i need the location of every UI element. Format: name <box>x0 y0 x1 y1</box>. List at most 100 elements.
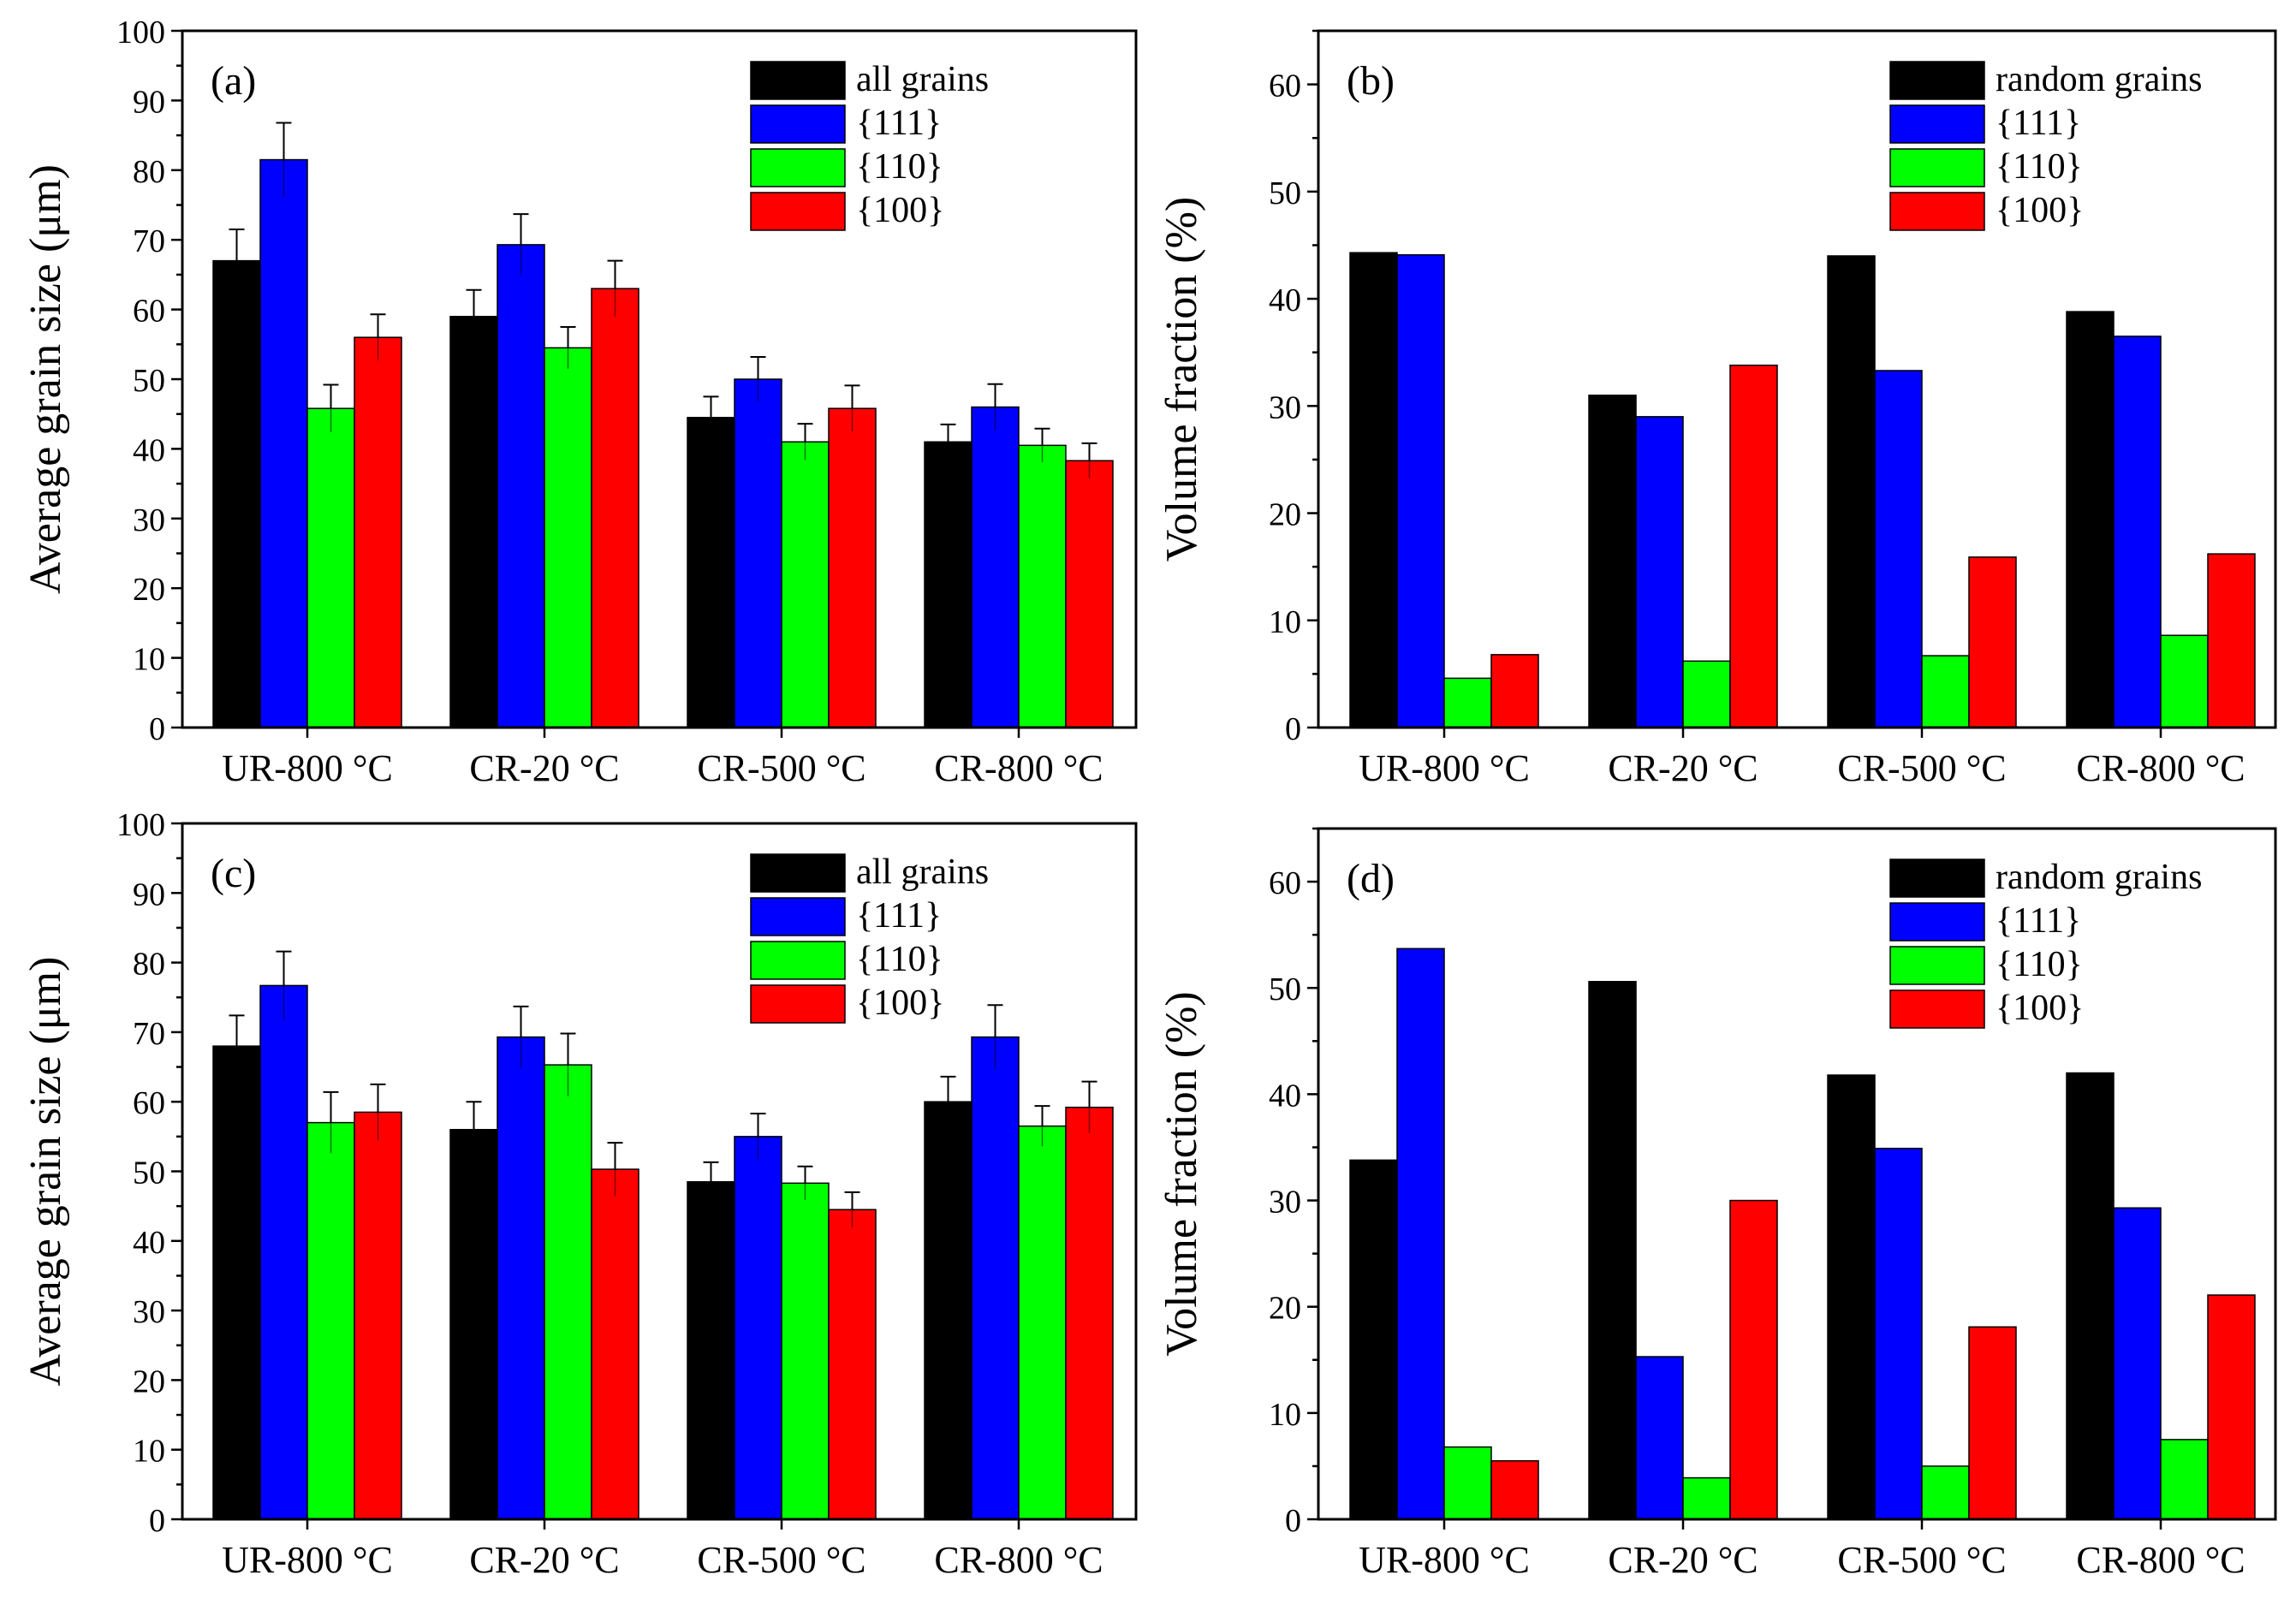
bar-b-0-3 <box>1490 654 1539 728</box>
bar-a-2-2 <box>781 441 830 728</box>
y-tick-label-c-100: 100 <box>116 807 165 843</box>
y-axis-label-a: Average grain size (μm) <box>21 164 70 594</box>
bar-d-0-2 <box>1443 1446 1492 1520</box>
bar-d-0-0 <box>1349 1159 1398 1520</box>
bar-c-1-1 <box>497 1036 545 1520</box>
bar-a-3-1 <box>971 406 1020 728</box>
bar-d-1-2 <box>1682 1476 1731 1520</box>
bar-a-2-0 <box>687 417 735 728</box>
bar-c-3-1 <box>971 1036 1020 1520</box>
bar-b-2-0 <box>1827 255 1876 728</box>
y-tick-label-a-80: 80 <box>133 154 165 190</box>
bar-a-1-2 <box>544 347 592 728</box>
legend-label-b-2: {110} <box>1996 147 2083 187</box>
bar-c-3-0 <box>924 1101 973 1520</box>
legend-label-d-0: random grains <box>1996 858 2202 897</box>
legend-swatch-c-2 <box>750 941 846 980</box>
x-tick-label-b-1: CR-20 °C <box>1608 747 1758 789</box>
bar-b-1-1 <box>1635 416 1684 728</box>
y-tick-label-a-0: 0 <box>149 711 165 747</box>
legend-label-a-2: {110} <box>856 147 943 187</box>
bar-b-1-3 <box>1729 364 1778 728</box>
plot-frame-d <box>1317 827 2277 1521</box>
legend-label-c-2: {110} <box>856 940 943 979</box>
x-tick-label-d-2: CR-500 °C <box>1837 1539 2006 1581</box>
x-tick-label-c-3: CR-800 °C <box>934 1539 1103 1581</box>
legend-label-a-3: {100} <box>856 191 944 230</box>
bar-d-1-0 <box>1588 981 1637 1520</box>
bar-a-2-1 <box>734 378 782 728</box>
bar-b-0-1 <box>1396 253 1445 728</box>
y-tick-label-c-60: 60 <box>133 1085 165 1121</box>
x-tick-label-c-0: UR-800 °C <box>222 1539 393 1581</box>
y-tick-label-d-30: 30 <box>1269 1185 1301 1221</box>
bar-d-1-1 <box>1635 1356 1684 1520</box>
bar-c-3-3 <box>1065 1106 1114 1520</box>
bar-d-2-3 <box>1968 1326 2017 1520</box>
y-tick-label-c-10: 10 <box>133 1434 165 1470</box>
bar-a-3-2 <box>1018 444 1067 728</box>
chart-panel-b: UR-800 °C CR-20 °C CR-500 °C CR-800 °C 0 10 20… <box>1157 29 2277 789</box>
panel-label-d: (d) <box>1347 856 1395 901</box>
legend-swatch-d-0 <box>1889 858 1985 898</box>
y-tick-label-c-0: 0 <box>149 1503 165 1539</box>
bar-a-1-1 <box>497 244 545 728</box>
bar-c-2-1 <box>734 1136 782 1520</box>
legend-label-d-2: {110} <box>1996 945 2083 984</box>
legend-swatch-b-3 <box>1889 192 1985 231</box>
y-tick-label-a-30: 30 <box>133 502 165 538</box>
y-tick-label-d-0: 0 <box>1285 1503 1301 1539</box>
bar-d-2-1 <box>1874 1147 1923 1520</box>
x-tick-label-a-0: UR-800 °C <box>222 747 393 789</box>
plot-frame-b <box>1317 29 2277 729</box>
y-tick-label-c-80: 80 <box>133 947 165 983</box>
bar-d-1-3 <box>1729 1199 1778 1520</box>
bar-b-0-2 <box>1443 677 1492 728</box>
y-tick-label-d-50: 50 <box>1269 971 1301 1007</box>
y-tick-label-b-20: 20 <box>1269 497 1301 533</box>
legend-label-d-1: {111} <box>1996 901 2081 941</box>
y-tick-label-d-10: 10 <box>1269 1397 1301 1433</box>
bar-a-1-3 <box>591 288 639 728</box>
bar-d-3-0 <box>2066 1072 2115 1520</box>
legend-label-d-3: {100} <box>1996 989 2084 1028</box>
y-tick-label-c-20: 20 <box>133 1363 165 1399</box>
bar-a-3-3 <box>1065 460 1114 728</box>
y-tick-label-d-60: 60 <box>1269 865 1301 901</box>
legend-label-b-3: {100} <box>1996 191 2084 230</box>
y-tick-label-a-90: 90 <box>133 84 165 120</box>
legend-label-a-1: {111} <box>856 104 942 143</box>
y-tick-label-a-60: 60 <box>133 294 165 330</box>
legend-swatch-b-1 <box>1889 104 1985 144</box>
chart-panel-c: UR-800 °C CR-20 °C CR-500 °C CR-800 °C 0 10 20… <box>21 807 1138 1581</box>
legend-swatch-b-2 <box>1889 148 1985 187</box>
bar-c-2-2 <box>781 1182 830 1520</box>
y-tick-label-b-0: 0 <box>1285 711 1301 747</box>
x-tick-label-a-1: CR-20 °C <box>469 747 619 789</box>
panel-label-b: (b) <box>1347 58 1395 104</box>
legend-swatch-a-2 <box>750 148 846 187</box>
y-tick-label-a-20: 20 <box>133 572 165 608</box>
y-tick-label-a-10: 10 <box>133 642 165 678</box>
legend-swatch-d-3 <box>1889 989 1985 1029</box>
y-tick-label-a-70: 70 <box>133 223 165 259</box>
x-tick-label-d-3: CR-800 °C <box>2076 1539 2245 1581</box>
bar-d-2-0 <box>1827 1074 1876 1520</box>
chart-panel-d: UR-800 °C CR-20 °C CR-500 °C CR-800 °C 0 10 20… <box>1157 827 2277 1581</box>
bar-c-0-0 <box>212 1045 261 1520</box>
legend-label-b-0: random grains <box>1996 60 2202 99</box>
bar-a-3-0 <box>924 441 973 728</box>
bar-c-2-0 <box>687 1180 735 1520</box>
bar-b-1-2 <box>1682 660 1731 728</box>
y-tick-label-b-50: 50 <box>1269 175 1301 211</box>
bar-a-0-2 <box>306 407 355 728</box>
legend-label-c-3: {100} <box>856 983 944 1023</box>
bar-d-3-3 <box>2207 1294 2256 1520</box>
bar-d-3-2 <box>2160 1439 2209 1520</box>
x-tick-label-b-0: UR-800 °C <box>1359 747 1530 789</box>
y-tick-label-b-30: 30 <box>1269 389 1301 425</box>
bar-c-1-3 <box>591 1168 639 1520</box>
x-tick-label-b-2: CR-500 °C <box>1837 747 2006 789</box>
bar-c-3-2 <box>1018 1125 1067 1520</box>
